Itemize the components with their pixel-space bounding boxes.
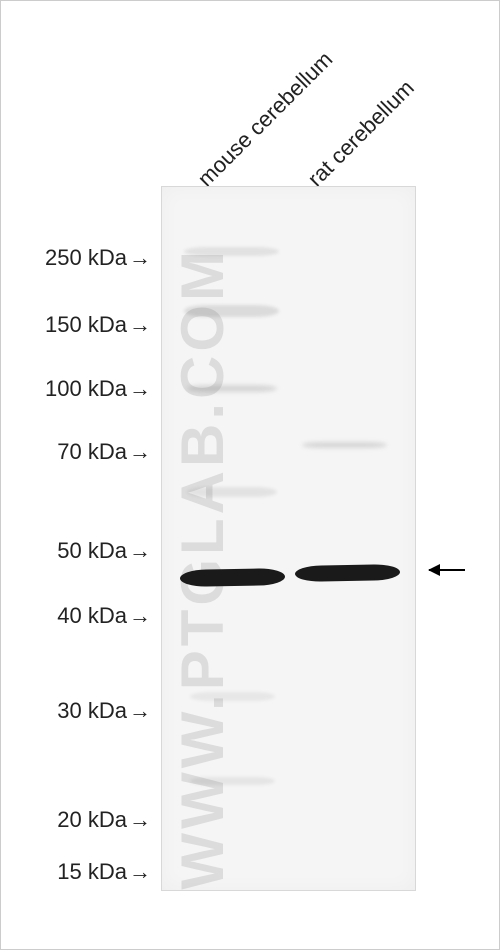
mw-text: 40 kDa [57, 603, 127, 628]
mw-label-20: 20 kDa→ [11, 807, 151, 833]
arrow-icon: → [129, 439, 151, 465]
mw-label-50: 50 kDa→ [11, 538, 151, 564]
arrow-icon: → [129, 538, 151, 564]
mw-label-250: 250 kDa→ [11, 245, 151, 271]
target-band-lane2 [295, 564, 400, 582]
mw-text: 50 kDa [57, 538, 127, 563]
mw-label-70: 70 kDa→ [11, 439, 151, 465]
faint-band [302, 442, 387, 448]
arrow-icon: → [129, 312, 151, 338]
arrow-icon: → [129, 859, 151, 885]
arrow-icon: → [129, 603, 151, 629]
mw-text: 15 kDa [57, 859, 127, 884]
faint-band [187, 385, 277, 392]
target-band-lane1 [180, 568, 285, 587]
lane-label-2: rat cerebellum [303, 75, 420, 192]
mw-label-30: 30 kDa→ [11, 698, 151, 724]
result-arrow-icon [429, 569, 465, 571]
mw-label-100: 100 kDa→ [11, 376, 151, 402]
blot-membrane: WWW.PTGLAB.COM [161, 186, 416, 891]
arrow-icon: → [129, 376, 151, 402]
mw-text: 150 kDa [45, 312, 127, 337]
mw-text: 100 kDa [45, 376, 127, 401]
faint-band [187, 487, 277, 497]
faint-band [184, 247, 279, 256]
arrow-icon: → [129, 807, 151, 833]
mw-text: 30 kDa [57, 698, 127, 723]
figure-container: mouse cerebellum rat cerebellum 250 kDa→… [1, 1, 499, 949]
mw-text: 70 kDa [57, 439, 127, 464]
mw-label-15: 15 kDa→ [11, 859, 151, 885]
mw-text: 20 kDa [57, 807, 127, 832]
faint-band [184, 305, 279, 317]
arrow-icon: → [129, 698, 151, 724]
arrow-icon: → [129, 245, 151, 271]
mw-text: 250 kDa [45, 245, 127, 270]
faint-band [190, 692, 275, 701]
faint-band [190, 777, 275, 785]
mw-label-150: 150 kDa→ [11, 312, 151, 338]
mw-label-40: 40 kDa→ [11, 603, 151, 629]
